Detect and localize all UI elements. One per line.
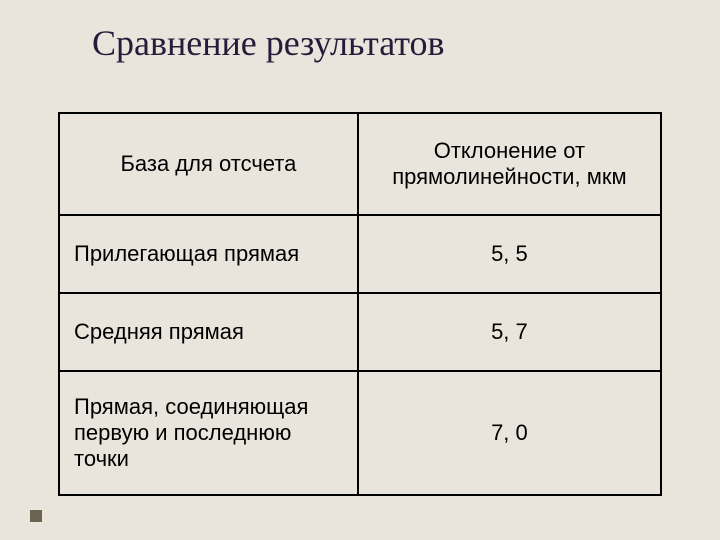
cell-basis: Средняя прямая — [59, 293, 358, 371]
cell-basis: Прямая, соединяющая первую и последнюю т… — [59, 371, 358, 495]
column-header-deviation: Отклонение от прямолинейности, мкм — [358, 113, 661, 215]
results-table: База для отсчета Отклонение от прямолине… — [58, 112, 662, 496]
cell-deviation: 5, 7 — [358, 293, 661, 371]
table-row: Прямая, соединяющая первую и последнюю т… — [59, 371, 661, 495]
cell-deviation: 5, 5 — [358, 215, 661, 293]
table-row: Прилегающая прямая 5, 5 — [59, 215, 661, 293]
table-row: Средняя прямая 5, 7 — [59, 293, 661, 371]
cell-basis: Прилегающая прямая — [59, 215, 358, 293]
page-title: Сравнение результатов — [92, 22, 445, 64]
cell-deviation: 7, 0 — [358, 371, 661, 495]
table-header-row: База для отсчета Отклонение от прямолине… — [59, 113, 661, 215]
slide-bullet-icon — [30, 510, 42, 522]
column-header-basis: База для отсчета — [59, 113, 358, 215]
